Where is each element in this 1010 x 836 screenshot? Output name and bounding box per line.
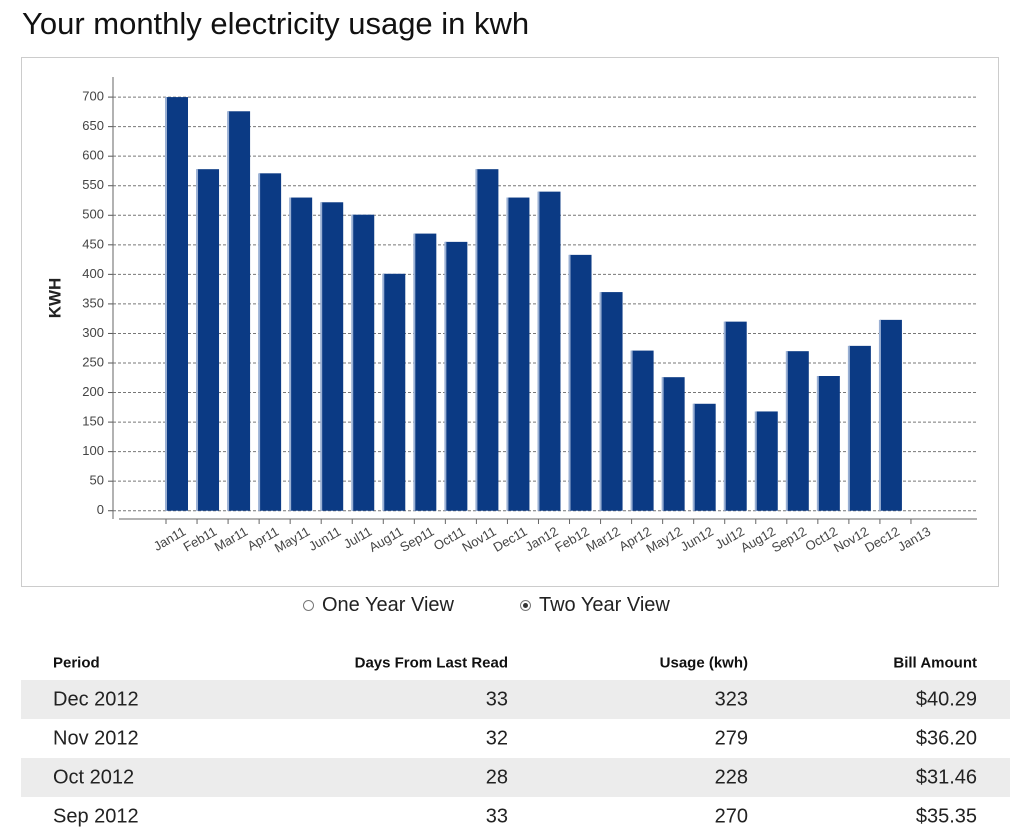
table-cell: Bill Amount: [893, 654, 977, 672]
x-tick-label: Jun12: [678, 524, 716, 555]
table-cell: 279: [714, 727, 748, 749]
y-tick-label: 150: [82, 414, 104, 429]
x-tick-label: Jan11: [151, 524, 188, 554]
bar: [879, 319, 902, 511]
x-tick-label: Jan13: [895, 524, 933, 555]
bar: [755, 411, 778, 511]
chart-box: 0 50 100 150 200 250 300 350 400 450 500 550 600 650 7…: [21, 57, 999, 587]
bar: [724, 321, 747, 511]
bar: [197, 169, 220, 511]
x-tick-label: Oct11: [431, 524, 468, 554]
bar: [228, 111, 251, 511]
y-tick-label: 100: [82, 443, 104, 458]
table-cell: 323: [714, 688, 748, 710]
bar: [817, 376, 840, 511]
table-cell: Days From Last Read: [354, 654, 508, 672]
bar: [352, 214, 375, 511]
x-tick-label: Jun11: [306, 524, 343, 554]
bar: [414, 233, 437, 511]
y-tick-label: 600: [82, 148, 104, 163]
chart: 0 50 100 150 200 250 300 350 400 450 500 550 600 650 7…: [45, 77, 977, 556]
radio-button[interactable]: [303, 600, 314, 611]
x-tick-label: Nov12: [831, 524, 871, 556]
y-tick-label: 700: [82, 89, 104, 104]
bar: [507, 197, 530, 511]
x-tick-label: Sep11: [397, 524, 436, 555]
table-cell: $36.20: [915, 727, 977, 749]
radio-label: Two Year View: [539, 594, 670, 616]
table-cell: $35.35: [915, 805, 977, 827]
y-tick-label: 350: [82, 295, 104, 310]
bar: [538, 191, 561, 511]
table-cell: 33: [485, 805, 508, 827]
x-tick-label: Jan12: [523, 524, 561, 555]
table-cell: 32: [485, 727, 508, 749]
table-header: Period Days From Last Read Usage (kwh) Bill…: [21, 646, 1010, 680]
bar: [476, 169, 499, 511]
y-axis-label: KWH: [45, 278, 64, 319]
bar: [166, 97, 188, 511]
bar: [848, 345, 871, 511]
table-cell: Nov 2012: [53, 727, 139, 749]
x-tick-label: Dec11: [490, 524, 529, 555]
table-row: Dec 2012 33 323 $40.29: [21, 680, 1010, 719]
bar: [631, 350, 654, 511]
view-option[interactable]: One Year View: [303, 594, 454, 617]
table-cell: 33: [485, 688, 508, 710]
y-tick-label: 450: [82, 236, 104, 251]
y-tick-label: 50: [90, 473, 104, 488]
bar: [290, 197, 313, 511]
page-title: Your monthly electricity usage in kwh: [22, 6, 530, 41]
table-cell: $40.29: [915, 688, 977, 710]
x-tick-label: Dec12: [862, 524, 902, 556]
bar: [383, 273, 406, 511]
radio-button[interactable]: [520, 600, 531, 611]
table-cell: 228: [714, 766, 748, 788]
x-tick-label: Feb11: [181, 524, 220, 555]
usage-table: Period Days From Last Read Usage (kwh) Bill…: [21, 646, 1010, 836]
x-tick-label: Feb12: [552, 524, 591, 555]
radio-label: One Year View: [322, 594, 454, 616]
x-tick-label: Mar11: [212, 524, 251, 555]
x-tick-label: Aug12: [738, 524, 778, 556]
x-tick-label: Mar12: [583, 524, 622, 555]
bar: [259, 173, 282, 511]
y-tick-label: 550: [82, 177, 104, 192]
y-tick-label: 250: [82, 354, 104, 369]
table-row: Nov 2012 32 279 $36.20: [21, 719, 1010, 758]
bar: [445, 241, 468, 511]
table-cell: Sep 2012: [53, 805, 139, 827]
y-tick-label: 200: [82, 384, 104, 399]
view-option[interactable]: Two Year View: [520, 594, 670, 617]
bar: [569, 254, 592, 511]
x-tick-label: Sep12: [769, 524, 809, 556]
y-tick-label: 500: [82, 207, 104, 222]
bar: [662, 377, 685, 511]
y-tick-label: 0: [97, 502, 104, 517]
x-tick-label: Nov11: [459, 524, 498, 555]
table-cell: 28: [485, 766, 508, 788]
page-body: Your monthly electricity usage in kwh 0 5…: [0, 6, 1010, 827]
table-cell: Dec 2012: [53, 688, 139, 710]
table-cell: Usage (kwh): [659, 654, 748, 672]
y-tick-label: 650: [82, 118, 104, 133]
y-tick-label: 400: [82, 266, 104, 281]
bar: [600, 292, 623, 511]
x-tick-label: Aug11: [366, 524, 405, 555]
view-options: One Year View Two Year View: [0, 594, 1010, 622]
table-row: Oct 2012 28 228 $31.46: [21, 758, 1010, 797]
bar: [321, 202, 344, 511]
bar: [693, 403, 716, 511]
page: {"header": {"title": "Your monthly elect…: [0, 6, 1010, 827]
table-cell: Oct 2012: [53, 766, 135, 788]
table-cell: 270: [714, 805, 748, 827]
table-cell: $31.46: [915, 766, 977, 788]
bar: [786, 351, 809, 511]
y-tick-label: 300: [82, 325, 104, 340]
table-cell: Period: [53, 654, 100, 672]
table-row: Sep 2012 33 270 $35.35: [21, 797, 1010, 836]
